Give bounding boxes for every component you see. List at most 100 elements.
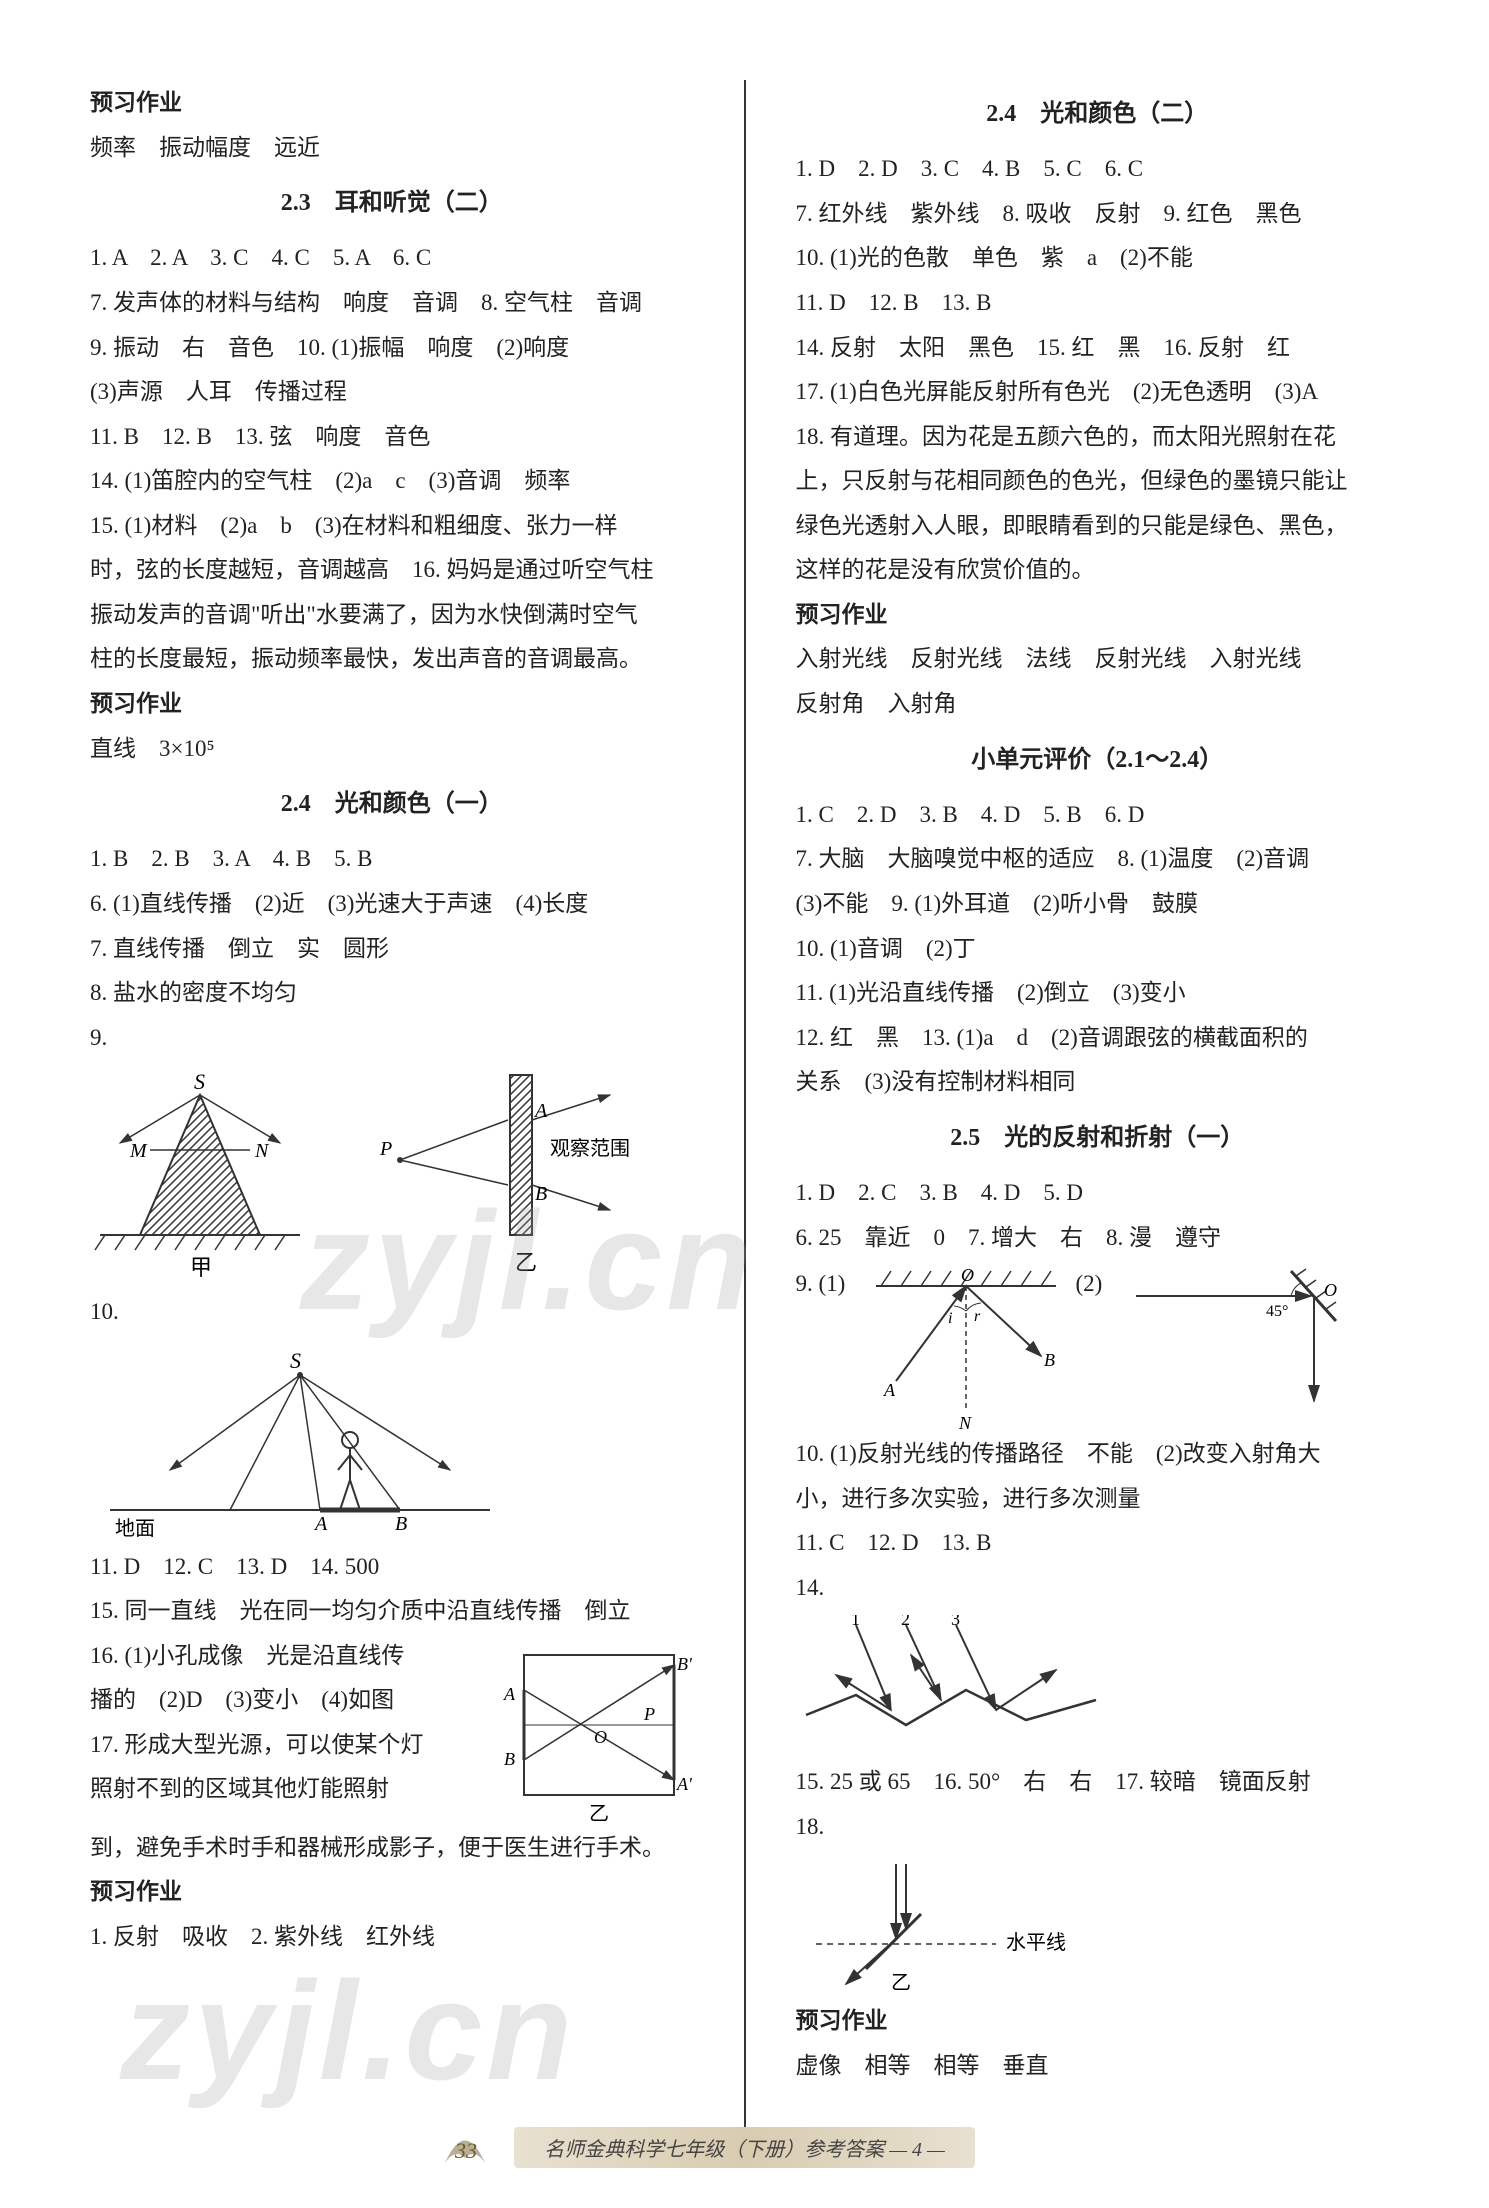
text-line: 入射光线 反射光线 法线 反射光线 入射光线 — [796, 638, 1400, 681]
preview-heading: 预习作业 — [90, 82, 694, 125]
subunit-title: 小单元评价（2.1～2.4） — [796, 738, 1400, 782]
answer-line: 时，弦的长度越短，音调越高 16. 妈妈是通过听空气柱 — [90, 549, 694, 592]
answer-line: 8. 盐水的密度不均匀 — [90, 972, 694, 1015]
answer-line: 9. 振动 右 音色 10. (1)振幅 响度 (2)响度 — [90, 327, 694, 370]
answer-line: 1. D 2. D 3. C 4. B 5. C 6. C — [796, 148, 1400, 191]
answer-line: 到，避免手术时手和器械形成影子，便于医生进行手术。 — [90, 1827, 694, 1870]
answer-line: 7. 大脑 大脑嗅觉中枢的适应 8. (1)温度 (2)音调 — [796, 838, 1400, 881]
answer-line: (3)声源 人耳 传播过程 — [90, 371, 694, 414]
label-M: M — [129, 1140, 148, 1162]
preview-heading: 预习作业 — [796, 594, 1400, 637]
text-line: 反射角 入射角 — [796, 683, 1400, 726]
svg-text:r: r — [974, 1308, 981, 1325]
left-column: 预习作业 频率 振动幅度 远近 2.3 耳和听觉（二） 1. A 2. A 3.… — [90, 80, 694, 2148]
answer-line: 小，进行多次实验，进行多次测量 — [796, 1478, 1400, 1521]
answer-line: 11. B 12. B 13. 弦 响度 音色 — [90, 416, 694, 459]
figure-14: 1 2 3 — [796, 1615, 1400, 1755]
label-A: A — [533, 1100, 548, 1122]
page-footer: 名师金典科学七年级（下册）参考答案 — 4 — — [0, 2127, 1489, 2168]
answer-line: 上，只反射与花相同颜色的色光，但绿色的墨镜只能让 — [796, 460, 1400, 503]
text-line: 频率 振动幅度 远近 — [90, 127, 694, 170]
answer-line: 10. (1)光的色散 单色 紫 a (2)不能 — [796, 237, 1400, 280]
answer-line: 10. (1)音调 (2)丁 — [796, 928, 1400, 971]
q9-label-1: 9. (1) — [796, 1263, 856, 1306]
label-N: N — [254, 1140, 270, 1162]
label-A: A — [313, 1513, 328, 1535]
answer-line: 18. 有道理。因为花是五颜六色的，而太阳光照射在花 — [796, 416, 1400, 459]
svg-text:P: P — [643, 1704, 655, 1724]
answer-line: 1. D 2. C 3. B 4. D 5. D — [796, 1172, 1400, 1215]
svg-text:B: B — [1044, 1350, 1055, 1370]
svg-text:A: A — [503, 1684, 516, 1704]
preview-heading: 预习作业 — [90, 1871, 694, 1914]
preview-heading: 预习作业 — [796, 2000, 1400, 2043]
svg-text:A: A — [883, 1380, 896, 1400]
svg-text:O: O — [594, 1727, 607, 1747]
section-2-4b-title: 2.4 光和颜色（二） — [796, 92, 1400, 136]
answer-line: 6. (1)直线传播 (2)近 (3)光速大于声速 (4)长度 — [90, 883, 694, 926]
figure-9: S M N 甲 P — [90, 1065, 694, 1285]
answer-line: 这样的花是没有欣赏价值的。 — [796, 549, 1400, 592]
answer-line: 11. C 12. D 13. B — [796, 1522, 1400, 1565]
svg-text:N: N — [958, 1413, 972, 1431]
svg-text:O: O — [1324, 1280, 1337, 1300]
answer-line: 振动发声的音调"听出"水要满了，因为水快倒满时空气 — [90, 594, 694, 637]
answer-line: 1. C 2. D 3. B 4. D 5. B 6. D — [796, 794, 1400, 837]
label-P: P — [379, 1138, 392, 1160]
answer-line: 17. (1)白色光屏能反射所有色光 (2)无色透明 (3)A — [796, 371, 1400, 414]
answer-line: 10. (1)反射光线的传播路径 不能 (2)改变入射角大 — [796, 1433, 1400, 1476]
figure-9-1: O N A B i r — [866, 1261, 1066, 1431]
answer-line: 关系 (3)没有控制材料相同 — [796, 1061, 1400, 1104]
section-2-3-title: 2.3 耳和听觉（二） — [90, 181, 694, 225]
answer-line: 12. 红 黑 13. (1)a d (2)音调跟弦的横截面积的 — [796, 1017, 1400, 1060]
label-ground: 地面 — [115, 1517, 155, 1540]
svg-text:i: i — [948, 1310, 952, 1327]
preview-heading: 预习作业 — [90, 683, 694, 726]
label-yi: 乙 — [515, 1250, 537, 1275]
svg-text:2: 2 — [901, 1615, 910, 1629]
answer-line: 11. (1)光沿直线传播 (2)倒立 (3)变小 — [796, 972, 1400, 1015]
svg-text:乙: 乙 — [891, 1972, 911, 1994]
answer-line: 6. 25 靠近 0 7. 增大 右 8. 漫 遵守 — [796, 1217, 1400, 1260]
answer-line: 15. 同一直线 光在同一均匀介质中沿直线传播 倒立 — [90, 1590, 694, 1633]
answer-line: 9. — [90, 1017, 694, 1060]
svg-text:B': B' — [677, 1654, 693, 1674]
label-jia: 甲 — [190, 1255, 212, 1280]
answer-line: 11. D 12. B 13. B — [796, 282, 1400, 325]
answer-line: 7. 红外线 紫外线 8. 吸收 反射 9. 红色 黑色 — [796, 193, 1400, 236]
figure-10-svg: 地面 S A B — [90, 1340, 510, 1540]
figure-10: 地面 S A B — [90, 1340, 694, 1540]
section-2-4a-title: 2.4 光和颜色（一） — [90, 782, 694, 826]
answer-line: 绿色光透射入人眼，即眼睛看到的只能是绿色、黑色， — [796, 505, 1400, 548]
page-root: zyjl.cn zyjl.cn 预习作业 频率 振动幅度 远近 2.3 耳和听觉… — [0, 0, 1489, 2208]
label-S: S — [290, 1348, 301, 1373]
answer-line: 14. — [796, 1567, 1400, 1610]
answer-line: 1. B 2. B 3. A 4. B 5. B — [90, 838, 694, 881]
svg-text:乙: 乙 — [589, 1803, 609, 1825]
figure-18: 水平线 乙 — [796, 1854, 1400, 1994]
answer-line: 11. D 12. C 13. D 14. 500 — [90, 1546, 694, 1589]
answer-line: (3)不能 9. (1)外耳道 (2)听小骨 鼓膜 — [796, 883, 1400, 926]
label-obs: 观察范围 — [550, 1137, 630, 1160]
svg-text:1: 1 — [851, 1615, 860, 1629]
svg-text:O: O — [961, 1265, 974, 1285]
text-line: 直线 3×10⁵ — [90, 728, 694, 771]
section-2-5-title: 2.5 光的反射和折射（一） — [796, 1116, 1400, 1160]
svg-text:3: 3 — [951, 1615, 960, 1629]
answer-line: 18. — [796, 1806, 1400, 1849]
answer-line: 15. (1)材料 (2)a b (3)在材料和粗细度、张力一样 — [90, 505, 694, 548]
text-line: 1. 反射 吸收 2. 紫外线 红外线 — [90, 1916, 694, 1959]
right-column: 2.4 光和颜色（二） 1. D 2. D 3. C 4. B 5. C 6. … — [796, 80, 1400, 2148]
answer-line: 14. (1)笛腔内的空气柱 (2)a c (3)音调 频率 — [90, 460, 694, 503]
answer-line: 10. — [90, 1291, 694, 1334]
q9-label-2: (2) — [1076, 1263, 1116, 1306]
answer-line: 15. 25 或 65 16. 50° 右 右 17. 较暗 镜面反射 — [796, 1761, 1400, 1804]
label-S: S — [194, 1069, 205, 1094]
label-B: B — [395, 1513, 407, 1535]
svg-text:水平线: 水平线 — [1006, 1931, 1066, 1954]
footer-text: 名师金典科学七年级（下册）参考答案 — 4 — — [514, 2127, 975, 2168]
svg-text:45°: 45° — [1266, 1303, 1288, 1320]
answer-line: 1. A 2. A 3. C 4. C 5. A 6. C — [90, 237, 694, 280]
text-line: 虚像 相等 相等 垂直 — [796, 2045, 1400, 2088]
svg-text:B: B — [504, 1749, 515, 1769]
